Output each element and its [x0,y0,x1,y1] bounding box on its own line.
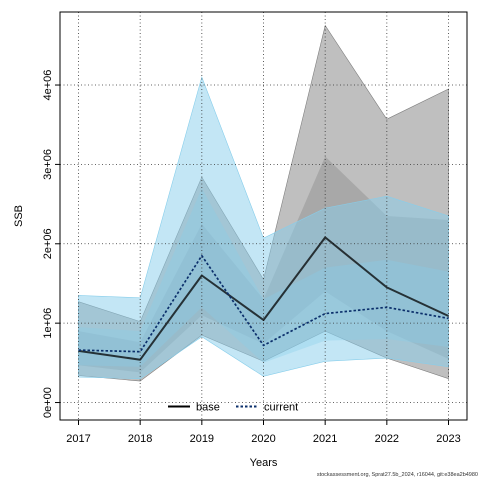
grid-lines [60,12,467,420]
series-line-base [78,236,449,361]
y-tick-label: 0e+00 [42,387,54,418]
credit-text: stockassessment.org, Sprat27.5b_2024, r1… [317,472,478,478]
y-tick-label: 3e+06 [42,149,54,180]
series-line-current [78,254,449,353]
legend: base current [168,402,298,414]
x-tick-label: 2023 [436,433,460,445]
y-axis-title: SSB [13,205,25,227]
x-axis: 2017 2018 2019 2020 2021 2022 2023 [66,420,461,445]
y-axis: 0e+00 1e+06 2e+06 3e+06 4e+06 [42,70,60,418]
x-tick-label: 2022 [375,433,399,445]
series-lines [78,236,449,361]
band-inner-current [78,188,449,367]
x-tick-label: 2020 [251,433,275,445]
legend-label-base: base [196,402,220,414]
x-tick-label: 2021 [313,433,337,445]
legend-label-current: current [264,402,298,414]
x-axis-title: Years [250,457,278,469]
y-tick-label: 1e+06 [42,308,54,339]
x-tick-label: 2018 [128,433,152,445]
x-tick-label: 2017 [66,433,90,445]
y-tick-label: 2e+06 [42,228,54,259]
y-tick-label: 4e+06 [42,70,54,101]
x-tick-label: 2019 [190,433,214,445]
